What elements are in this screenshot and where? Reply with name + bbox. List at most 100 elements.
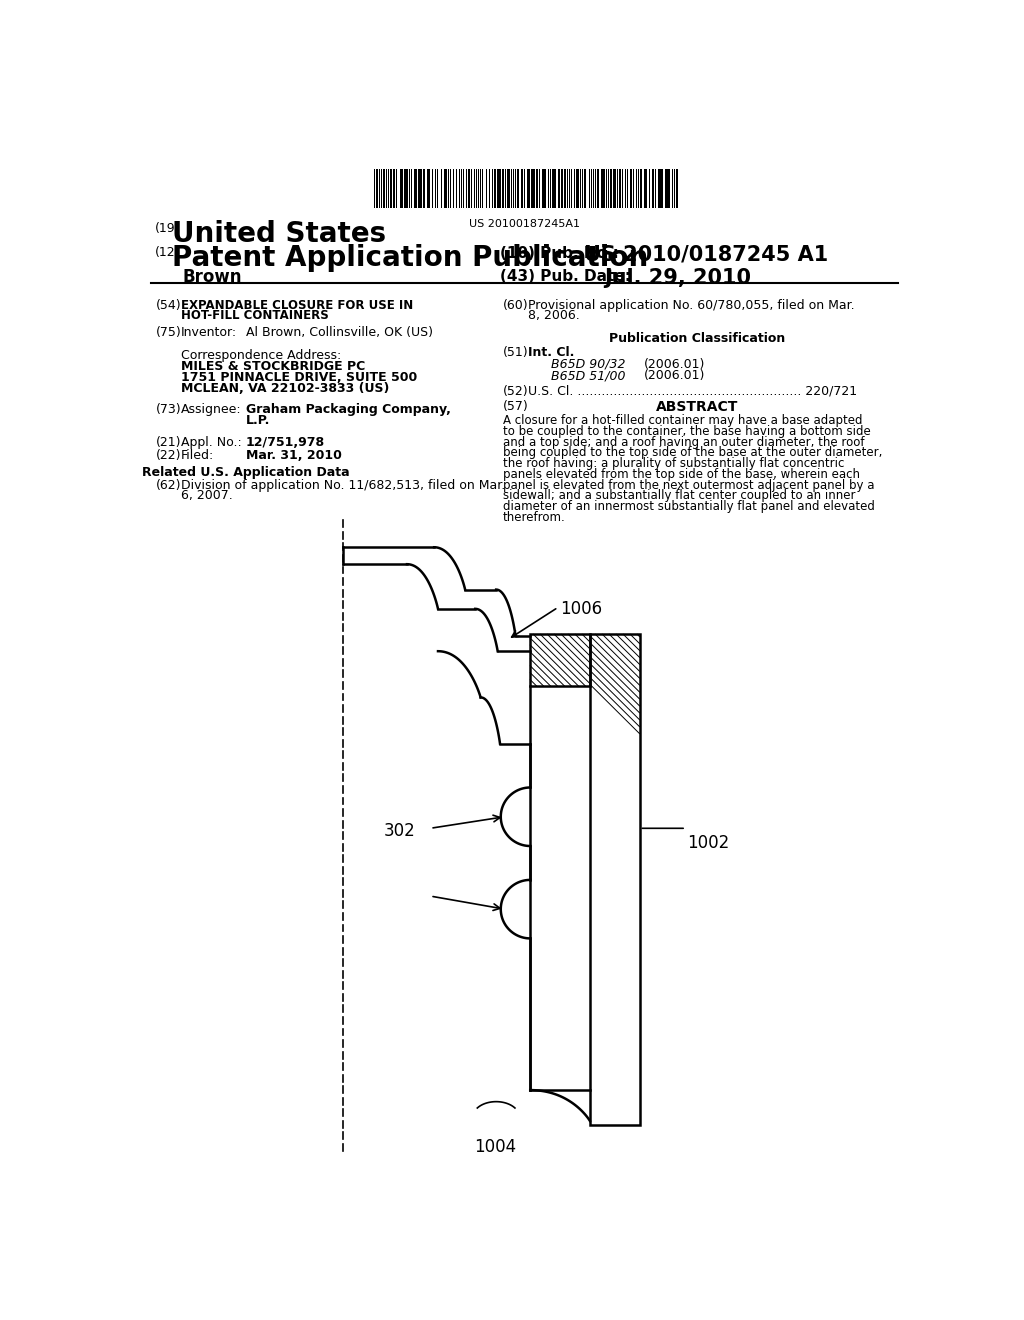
Text: Provisional application No. 60/780,055, filed on Mar.: Provisional application No. 60/780,055, … bbox=[528, 298, 854, 312]
Bar bbox=[590, 635, 640, 1125]
Text: diameter of an innermost substantially flat panel and elevated: diameter of an innermost substantially f… bbox=[503, 500, 874, 513]
Bar bbox=[530, 635, 590, 686]
Text: panel is elevated from the next outermost adjacent panel by a: panel is elevated from the next outermos… bbox=[503, 479, 874, 492]
Bar bbox=[515, 169, 516, 207]
Text: (43) Pub. Date:: (43) Pub. Date: bbox=[500, 269, 631, 284]
Text: (10) Pub. No.:: (10) Pub. No.: bbox=[500, 246, 618, 261]
Text: (73): (73) bbox=[156, 404, 181, 416]
Text: US 20100187245A1: US 20100187245A1 bbox=[469, 219, 581, 230]
Text: therefrom.: therefrom. bbox=[503, 511, 566, 524]
Text: Int. Cl.: Int. Cl. bbox=[528, 346, 574, 359]
Bar bbox=[558, 169, 560, 207]
Text: (2006.01): (2006.01) bbox=[644, 370, 706, 383]
Bar bbox=[591, 169, 592, 207]
Bar bbox=[590, 635, 640, 1125]
Text: (12): (12) bbox=[155, 246, 180, 259]
Bar bbox=[411, 169, 413, 207]
Bar bbox=[649, 169, 650, 207]
Bar bbox=[420, 169, 422, 207]
Bar bbox=[502, 169, 504, 207]
Text: (60): (60) bbox=[503, 298, 528, 312]
Text: and a top side; and a roof having an outer diameter, the roof: and a top side; and a roof having an out… bbox=[503, 436, 864, 449]
Text: Jul. 29, 2010: Jul. 29, 2010 bbox=[604, 268, 751, 288]
Bar bbox=[660, 169, 663, 207]
Bar bbox=[644, 169, 646, 207]
Text: (52): (52) bbox=[503, 385, 528, 397]
Bar bbox=[400, 169, 401, 207]
Bar bbox=[536, 169, 538, 207]
Text: MILES & STOCKBRIDGE PC: MILES & STOCKBRIDGE PC bbox=[180, 360, 365, 374]
Text: 1002: 1002 bbox=[687, 834, 730, 853]
Bar bbox=[423, 169, 425, 207]
Text: Patent Application Publication: Patent Application Publication bbox=[172, 244, 648, 272]
Text: panels elevated from the top side of the base, wherein each: panels elevated from the top side of the… bbox=[503, 469, 860, 480]
Text: Graham Packaging Company,: Graham Packaging Company, bbox=[246, 404, 451, 416]
Bar bbox=[456, 169, 458, 207]
Text: 8, 2006.: 8, 2006. bbox=[528, 309, 580, 322]
Text: 6, 2007.: 6, 2007. bbox=[180, 490, 232, 503]
Bar bbox=[517, 169, 519, 207]
Bar bbox=[453, 169, 455, 207]
Bar bbox=[507, 169, 509, 207]
Bar bbox=[544, 169, 546, 207]
Text: EXPANDABLE CLOSURE FOR USE IN: EXPANDABLE CLOSURE FOR USE IN bbox=[180, 298, 413, 312]
Bar bbox=[477, 169, 479, 207]
Bar bbox=[554, 169, 556, 207]
Bar bbox=[499, 169, 501, 207]
Text: HOT-FILL CONTAINERS: HOT-FILL CONTAINERS bbox=[180, 309, 329, 322]
Text: Al Brown, Collinsville, OK (US): Al Brown, Collinsville, OK (US) bbox=[246, 326, 433, 339]
Bar bbox=[463, 169, 464, 207]
Text: L.P.: L.P. bbox=[246, 414, 270, 428]
Bar bbox=[676, 169, 678, 207]
Bar bbox=[566, 169, 568, 207]
Bar bbox=[383, 169, 385, 207]
Text: Assignee:: Assignee: bbox=[180, 404, 242, 416]
Bar bbox=[575, 169, 578, 207]
Bar bbox=[376, 169, 378, 207]
Bar bbox=[636, 169, 637, 207]
Text: to be coupled to the container, the base having a bottom side: to be coupled to the container, the base… bbox=[503, 425, 870, 438]
Bar bbox=[427, 169, 429, 207]
Text: B65D 51/00: B65D 51/00 bbox=[551, 370, 626, 383]
Text: (62): (62) bbox=[156, 479, 181, 492]
Text: Publication Classification: Publication Classification bbox=[608, 333, 785, 346]
Text: United States: United States bbox=[172, 220, 386, 248]
Bar bbox=[640, 169, 642, 207]
Bar bbox=[381, 169, 382, 207]
Bar bbox=[610, 169, 611, 207]
Bar bbox=[665, 169, 667, 207]
Bar bbox=[527, 169, 528, 207]
Bar bbox=[444, 169, 446, 207]
Bar bbox=[564, 169, 566, 207]
Bar bbox=[584, 169, 586, 207]
Text: (51): (51) bbox=[503, 346, 528, 359]
Bar bbox=[607, 169, 609, 207]
Bar bbox=[494, 169, 496, 207]
Bar bbox=[414, 169, 416, 207]
Bar bbox=[618, 169, 621, 207]
Bar bbox=[505, 169, 506, 207]
Text: Related U.S. Application Data: Related U.S. Application Data bbox=[142, 466, 349, 479]
Text: Brown: Brown bbox=[182, 268, 242, 285]
Text: A closure for a hot-filled container may have a base adapted: A closure for a hot-filled container may… bbox=[503, 414, 862, 428]
Text: sidewall; and a substantially flat center coupled to an inner: sidewall; and a substantially flat cente… bbox=[503, 490, 856, 503]
Text: Division of application No. 11/682,513, filed on Mar.: Division of application No. 11/682,513, … bbox=[180, 479, 505, 492]
Text: B65D 90/32: B65D 90/32 bbox=[551, 358, 626, 371]
Text: MCLEAN, VA 22102-3833 (US): MCLEAN, VA 22102-3833 (US) bbox=[180, 381, 389, 395]
Text: (54): (54) bbox=[156, 298, 181, 312]
Text: U.S. Cl. ........................................................ 220/721: U.S. Cl. ...............................… bbox=[528, 385, 857, 397]
Bar bbox=[622, 169, 624, 207]
Text: Mar. 31, 2010: Mar. 31, 2010 bbox=[246, 449, 342, 462]
Bar bbox=[432, 169, 433, 207]
Bar bbox=[658, 169, 659, 207]
Bar bbox=[393, 169, 394, 207]
Bar bbox=[530, 635, 590, 686]
Bar bbox=[630, 169, 632, 207]
Bar bbox=[521, 169, 523, 207]
Bar bbox=[573, 169, 575, 207]
Text: (22): (22) bbox=[156, 449, 181, 462]
Text: 12/751,978: 12/751,978 bbox=[246, 436, 325, 449]
Text: 1004: 1004 bbox=[474, 1138, 516, 1156]
Bar bbox=[652, 169, 654, 207]
Text: (75): (75) bbox=[156, 326, 181, 339]
